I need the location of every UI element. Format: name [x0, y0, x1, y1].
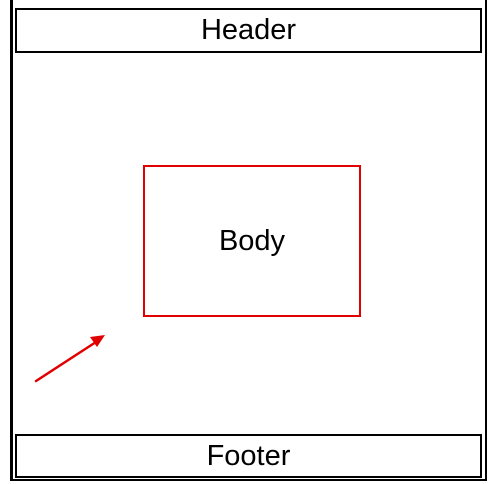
body-region: Body: [143, 165, 361, 317]
footer-region: Footer: [15, 434, 482, 478]
footer-label: Footer: [206, 439, 291, 472]
body-label: Body: [218, 224, 286, 257]
header-region: Header: [15, 8, 482, 53]
header-label: Header: [200, 14, 297, 46]
page-frame: [10, 0, 487, 481]
